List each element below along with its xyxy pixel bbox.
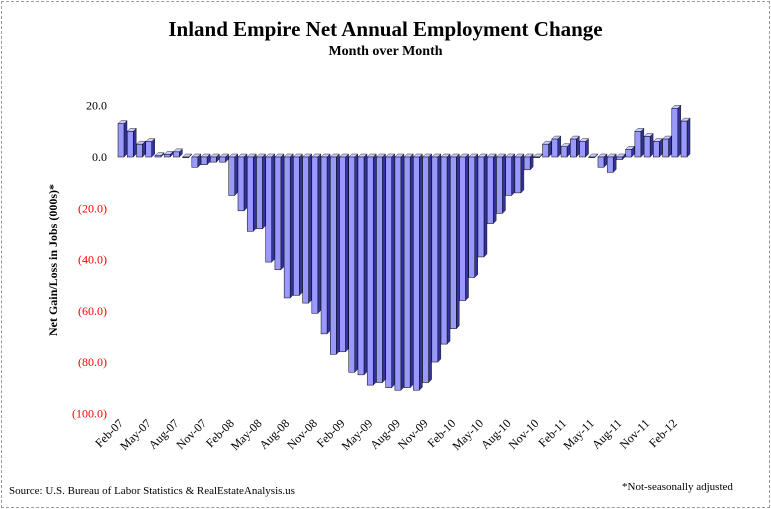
footnote: *Not-seasonally adjusted [622,481,733,493]
x-tick-label: May-11 [560,416,596,452]
y-tick-label: (60.0) [78,304,107,318]
bar [431,153,442,363]
bar [117,120,128,158]
bar [302,153,313,304]
bar [495,153,506,214]
bar [163,150,174,158]
bar [329,153,340,355]
bar [145,138,156,158]
bar [126,127,137,158]
bar [671,104,682,158]
bar [265,153,276,263]
bar [505,153,516,196]
x-tick-label: Nov-08 [284,416,320,452]
y-tick-label: 20.0 [86,99,107,113]
bar [403,153,414,389]
bar [311,153,322,314]
bar [569,135,580,158]
y-axis-ticks: 20.0 0.0 (20.0) (40.0) (60.0) (80.0) (100.0) [72,99,107,421]
bar [560,143,571,158]
bar [523,153,534,171]
y-tick-label: (20.0) [78,201,107,215]
bar [172,148,183,158]
bar [228,153,239,196]
bar [486,153,497,225]
x-tick-label: Nov-10 [506,416,542,452]
x-axis-ticks: Feb-07May-07Aug-07Nov-07Feb-08May-08Aug-… [92,416,680,453]
bar [412,153,423,391]
source-note: Source: U.S. Bureau of Labor Statistics … [9,485,295,497]
bar-series [117,104,691,391]
y-axis-label: Net Gain/Loss in Jobs (000s)* [46,184,60,336]
bar [643,133,654,158]
bar [357,153,368,376]
bar [320,153,331,335]
bar [154,152,165,158]
bar [662,135,673,158]
x-tick-label: May-10 [449,416,486,453]
x-tick-label: Feb-12 [646,416,680,450]
bar [375,153,386,384]
bar [274,153,285,271]
x-tick-label: Aug-08 [256,416,292,452]
bar [597,153,608,168]
bar [477,153,488,258]
bar [440,153,451,345]
x-tick-label: May-08 [228,416,265,453]
bar [182,153,193,159]
bar [219,153,230,163]
bar [652,138,663,158]
x-tick-label: Nov-07 [173,416,209,452]
y-tick-label: 0.0 [92,150,107,164]
bar [634,127,645,158]
bar [449,153,460,330]
bar [579,138,589,158]
bar [339,153,350,353]
y-tick-label: (40.0) [78,253,107,267]
x-tick-label: Aug-09 [367,416,403,452]
bar [625,145,636,158]
x-tick-label: Aug-11 [589,416,625,452]
bar [237,153,248,212]
bar [200,153,211,166]
chart-subtitle: Month over Month [328,44,443,59]
bar [422,153,433,384]
bar [348,153,359,373]
bar [394,153,405,391]
bar [459,153,469,302]
bar [246,153,257,232]
bar [588,153,599,159]
bar [514,153,525,194]
bar [366,153,377,386]
x-tick-label: Aug-07 [146,416,182,452]
bar [209,153,220,163]
bar [542,140,553,158]
bar [680,117,691,158]
bar [606,153,617,173]
bar [551,135,562,158]
bar [468,153,479,278]
bar [615,153,626,161]
x-tick-label: Nov-09 [395,416,431,452]
bar [191,153,202,168]
y-tick-label: (100.0) [72,406,107,420]
bar [255,153,266,230]
x-tick-label: May-09 [339,416,376,453]
chart-title: Inland Empire Net Annual Employment Chan… [168,17,603,41]
bar [385,153,396,389]
bar [532,153,543,159]
bar [135,140,146,158]
x-tick-label: May-07 [117,416,154,453]
y-tick-label: (80.0) [78,355,107,369]
x-tick-label: Nov-11 [617,416,653,452]
bar [283,153,294,299]
bar [292,153,303,296]
x-tick-label: Aug-10 [478,416,514,452]
